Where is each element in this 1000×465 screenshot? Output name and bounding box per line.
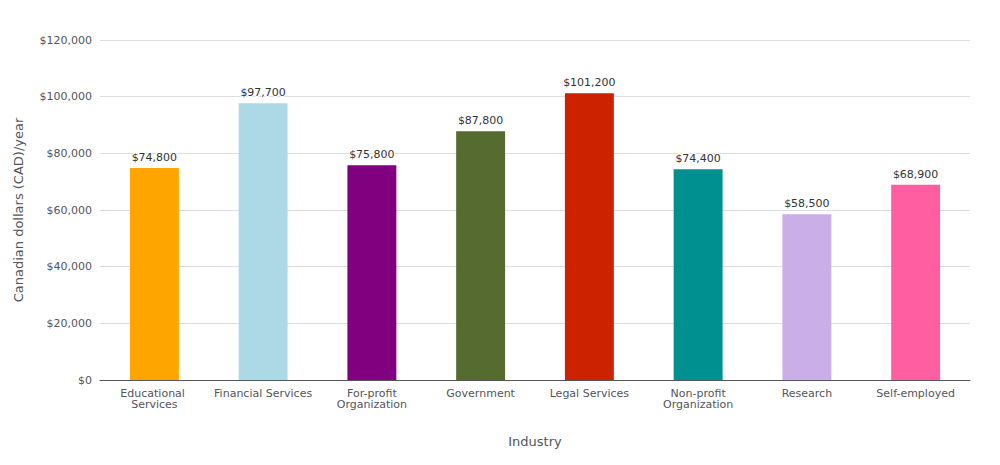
svg-text:Organization: Organization	[337, 398, 407, 411]
svg-text:$68,900: $68,900	[893, 168, 939, 181]
svg-text:$40,000: $40,000	[47, 260, 93, 273]
svg-text:$0: $0	[78, 374, 92, 387]
svg-text:Services: Services	[131, 398, 178, 411]
svg-text:$100,000: $100,000	[40, 90, 93, 103]
svg-text:$97,700: $97,700	[240, 86, 286, 99]
svg-text:Legal Services: Legal Services	[550, 387, 630, 400]
svg-text:$87,800: $87,800	[458, 114, 504, 127]
svg-text:$75,800: $75,800	[349, 148, 395, 161]
svg-text:Non-profit: Non-profit	[670, 387, 726, 400]
svg-text:$20,000: $20,000	[47, 317, 93, 330]
svg-text:$74,800: $74,800	[132, 151, 178, 164]
svg-text:$58,500: $58,500	[784, 197, 830, 210]
svg-text:$80,000: $80,000	[47, 147, 93, 160]
svg-text:$74,400: $74,400	[675, 152, 721, 165]
svg-text:Industry: Industry	[508, 434, 562, 449]
svg-text:$120,000: $120,000	[40, 34, 93, 47]
svg-text:Financial Services: Financial Services	[214, 387, 312, 400]
svg-text:$101,200: $101,200	[563, 76, 616, 89]
svg-text:Self-employed: Self-employed	[876, 387, 955, 400]
svg-text:Organization: Organization	[663, 398, 733, 411]
svg-text:For-profit: For-profit	[347, 387, 397, 400]
svg-text:$60,000: $60,000	[47, 204, 93, 217]
svg-text:Research: Research	[782, 387, 832, 400]
svg-text:Educational: Educational	[120, 387, 189, 400]
svg-text:Canadian dollars (CAD)/year: Canadian dollars (CAD)/year	[11, 117, 26, 302]
svg-text:Government: Government	[446, 387, 515, 400]
